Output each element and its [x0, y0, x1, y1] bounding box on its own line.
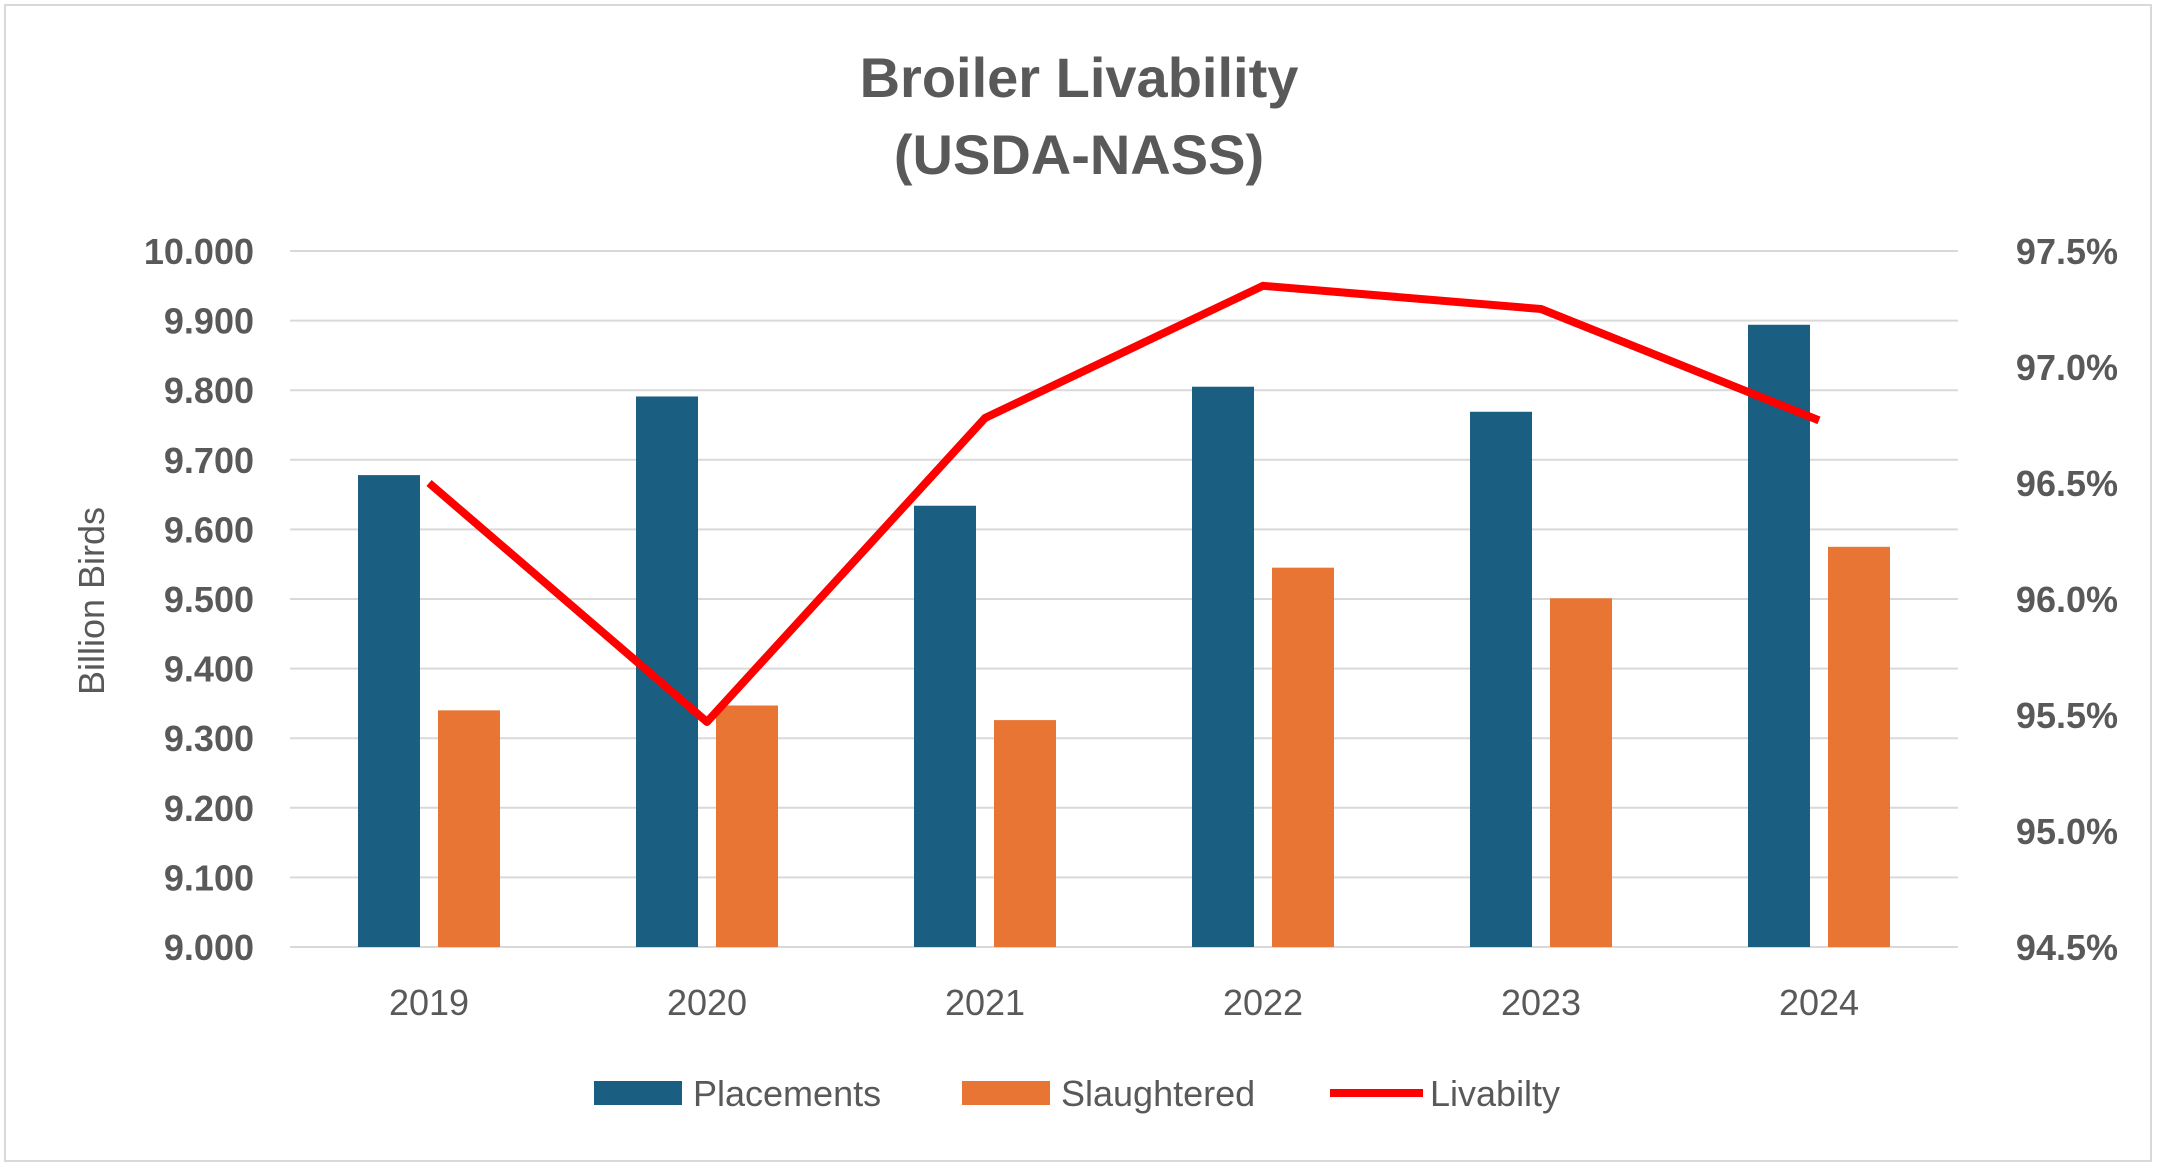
bars [358, 324, 1890, 948]
y-tick-label: 9.400 [164, 649, 254, 690]
legend-swatch-slaughtered [962, 1081, 1050, 1105]
legend-swatch-placements [594, 1081, 682, 1105]
y2-tick-label: 96.0% [2016, 579, 2118, 620]
legend-label-placements: Placements [693, 1073, 881, 1114]
gridlines [290, 250, 1958, 948]
bar-placements-2024 [1748, 324, 1810, 947]
x-tick-label: 2020 [667, 982, 747, 1023]
y2-tick-label: 97.5% [2016, 231, 2118, 272]
x-tick-label: 2024 [1779, 982, 1859, 1023]
y-tick-label: 9.800 [164, 370, 254, 411]
bar-slaughtered-2022 [1272, 567, 1334, 947]
bar-placements-2021 [914, 505, 976, 947]
y2-tick-label: 97.0% [2016, 347, 2118, 388]
y2-tick-label: 96.5% [2016, 463, 2118, 504]
y-tick-label: 9.000 [164, 927, 254, 968]
x-tick-label: 2019 [389, 982, 469, 1023]
y-tick-label: 10.000 [144, 231, 254, 272]
y-tick-label: 9.700 [164, 440, 254, 481]
line-livabilty [426, 281, 1821, 726]
y-tick-label: 9.500 [164, 579, 254, 620]
y-tick-label: 9.300 [164, 718, 254, 759]
line-series [426, 281, 1821, 726]
bar-placements-2022 [1192, 386, 1254, 948]
y2-tick-label: 94.5% [2016, 927, 2118, 968]
bar-slaughtered-2020 [716, 705, 778, 947]
y2-tick-label: 95.0% [2016, 811, 2118, 852]
y-tick-label: 9.600 [164, 509, 254, 550]
legend-label-livabilty: Livabilty [1430, 1073, 1560, 1114]
bar-placements-2019 [358, 475, 420, 947]
bar-slaughtered-2023 [1550, 598, 1612, 947]
chart-title-line-1: Broiler Livability [860, 46, 1299, 109]
bar-placements-2023 [1470, 411, 1532, 947]
x-tick-label: 2023 [1501, 982, 1581, 1023]
bar-slaughtered-2024 [1828, 546, 1890, 947]
bar-slaughtered-2021 [994, 720, 1056, 947]
x-axis-ticks: 2019 2020 2021 2022 2023 2024 [389, 982, 1859, 1023]
y-tick-label: 9.200 [164, 788, 254, 829]
y-tick-label: 9.100 [164, 857, 254, 898]
legend: Placements Slaughtered Livabilty [594, 1073, 1560, 1114]
y-axis-ticks: 9.000 9.100 9.200 9.300 9.400 9.500 9.600 9.700… [144, 231, 254, 968]
y2-axis-ticks: 94.5% 95.0% 95.5% 96.0% 96.5% 97.0% 97.5% [2016, 231, 2118, 968]
y-axis-label: Billion Birds [71, 507, 112, 695]
y2-tick-label: 95.5% [2016, 695, 2118, 736]
y-tick-label: 9.900 [164, 301, 254, 342]
chart-title-line-2: (USDA-NASS) [894, 123, 1264, 186]
bar-slaughtered-2019 [438, 710, 500, 947]
x-tick-label: 2022 [1223, 982, 1303, 1023]
x-tick-label: 2021 [945, 982, 1025, 1023]
legend-label-slaughtered: Slaughtered [1061, 1073, 1255, 1114]
